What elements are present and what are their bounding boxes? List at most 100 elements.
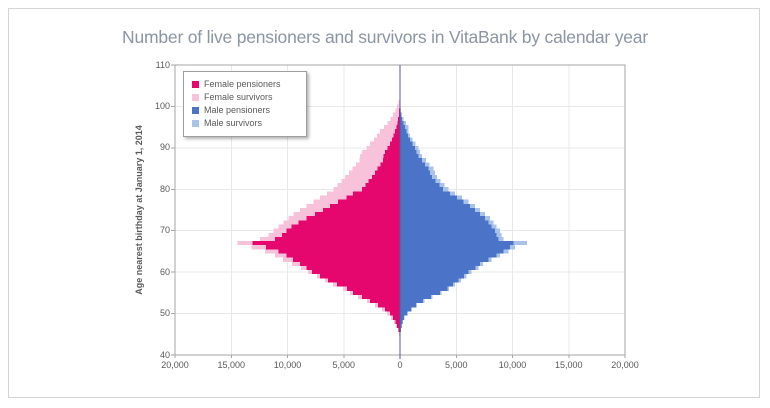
bar-male-survivors-age-52 bbox=[415, 303, 418, 308]
bar-male-pensioners-age-66 bbox=[400, 245, 511, 250]
bar-female-pensioners-age-77 bbox=[338, 199, 400, 204]
bar-male-survivors-age-79 bbox=[449, 191, 456, 196]
bar-female-survivors-age-67 bbox=[237, 241, 253, 246]
bar-male-pensioners-age-87 bbox=[400, 158, 422, 163]
bar-male-pensioners-age-69 bbox=[400, 232, 497, 237]
bar-male-survivors-age-76 bbox=[469, 203, 476, 208]
bar-male-survivors-age-88 bbox=[418, 154, 423, 159]
bar-male-pensioners-age-56 bbox=[400, 286, 448, 291]
y-tick-label: 40 bbox=[159, 349, 170, 360]
legend-label: Female survivors bbox=[204, 92, 273, 102]
bar-male-pensioners-age-63 bbox=[400, 257, 489, 262]
bar-female-pensioners-age-54 bbox=[361, 294, 400, 300]
bar-female-survivors-age-63 bbox=[283, 257, 294, 262]
bar-female-survivors-age-94 bbox=[379, 129, 396, 134]
bar-male-survivors-age-98 bbox=[401, 112, 402, 117]
bar-male-pensioners-age-61 bbox=[400, 265, 476, 271]
bar-male-pensioners-age-75 bbox=[400, 207, 476, 213]
bar-female-pensioners-age-70 bbox=[286, 228, 400, 233]
bar-female-pensioners-age-79 bbox=[353, 191, 400, 196]
bar-female-pensioners-age-55 bbox=[352, 290, 400, 295]
bar-male-pensioners-age-74 bbox=[400, 212, 480, 217]
bar-male-pensioners-age-60 bbox=[400, 270, 469, 275]
bar-male-survivors-age-55 bbox=[440, 290, 442, 295]
bar-male-survivors-age-84 bbox=[430, 170, 435, 175]
bar-female-survivors-age-53 bbox=[367, 299, 370, 304]
bar-female-pensioners-age-64 bbox=[286, 253, 400, 258]
bar-female-pensioners-age-73 bbox=[306, 216, 400, 221]
bar-male-survivors-age-63 bbox=[488, 257, 492, 262]
bar-male-pensioners-age-93 bbox=[400, 133, 408, 138]
bar-female-survivors-age-87 bbox=[359, 158, 383, 163]
bar-female-pensioners-age-92 bbox=[391, 137, 400, 142]
bar-female-survivors-age-77 bbox=[313, 199, 339, 204]
bar-female-survivors-age-83 bbox=[345, 174, 372, 179]
bar-female-pensioners-age-91 bbox=[389, 141, 400, 146]
bar-female-pensioners-age-58 bbox=[328, 278, 400, 283]
y-tick-label: 60 bbox=[159, 266, 170, 277]
bar-male-pensioners-age-85 bbox=[400, 166, 429, 171]
bar-male-pensioners-age-95 bbox=[400, 125, 405, 130]
bar-female-survivors-age-101 bbox=[398, 100, 400, 105]
bar-male-pensioners-age-52 bbox=[400, 303, 416, 308]
bar-male-survivors-age-94 bbox=[406, 129, 409, 134]
bar-female-survivors-age-47 bbox=[396, 323, 398, 329]
bar-female-pensioners-age-67 bbox=[252, 241, 400, 246]
bar-female-pensioners-age-66 bbox=[266, 245, 400, 250]
bar-female-survivors-age-70 bbox=[273, 228, 287, 233]
bar-male-survivors-age-86 bbox=[424, 162, 430, 167]
legend-swatch-male-pensioners bbox=[192, 106, 199, 114]
bar-male-pensioners-age-53 bbox=[400, 299, 423, 304]
bar-male-survivors-age-66 bbox=[510, 245, 515, 250]
bar-female-survivors-age-88 bbox=[360, 154, 384, 159]
bar-female-survivors-age-64 bbox=[275, 253, 287, 258]
bar-female-survivors-age-96 bbox=[387, 120, 398, 126]
x-tick-label: 15,000 bbox=[217, 360, 246, 370]
x-tick-label: 10,000 bbox=[498, 360, 527, 370]
chart-title: Number of live pensioners and survivors … bbox=[122, 27, 648, 47]
x-tick-label: 15,000 bbox=[554, 360, 583, 370]
bar-male-pensioners-age-82 bbox=[400, 178, 436, 184]
legend-label: Male pensioners bbox=[204, 105, 271, 115]
y-tick-label: 110 bbox=[155, 59, 170, 70]
bar-female-survivors-age-74 bbox=[293, 212, 315, 217]
bar-female-pensioners-age-69 bbox=[281, 232, 400, 237]
bar-male-survivors-age-71 bbox=[491, 224, 497, 229]
bar-female-survivors-age-48 bbox=[394, 319, 396, 324]
bar-male-pensioners-age-57 bbox=[400, 282, 453, 287]
bar-female-pensioners-age-94 bbox=[395, 129, 400, 134]
bar-female-pensioners-age-83 bbox=[371, 174, 400, 179]
bar-male-survivors-age-57 bbox=[452, 282, 456, 287]
bar-male-survivors-age-95 bbox=[404, 125, 409, 130]
bar-male-pensioners-age-59 bbox=[400, 274, 465, 279]
bar-male-pensioners-age-51 bbox=[400, 307, 412, 312]
bar-female-survivors-age-60 bbox=[307, 270, 313, 275]
legend-swatch-female-survivors bbox=[192, 93, 199, 101]
bar-male-pensioners-age-50 bbox=[400, 311, 407, 316]
bar-male-survivors-age-80 bbox=[443, 187, 449, 192]
bar-female-pensioners-age-97 bbox=[398, 116, 400, 121]
bar-male-survivors-age-85 bbox=[428, 166, 434, 171]
legend: Female pensioners Female survivors Male pe… bbox=[183, 71, 307, 137]
bar-female-pensioners-age-96 bbox=[397, 120, 400, 126]
legend-label: Female pensioners bbox=[204, 79, 281, 89]
bar-male-survivors-age-73 bbox=[485, 216, 490, 221]
bar-male-survivors-age-69 bbox=[496, 232, 502, 237]
bar-male-survivors-age-58 bbox=[458, 278, 461, 283]
bar-male-pensioners-age-91 bbox=[400, 141, 413, 146]
bar-male-pensioners-age-70 bbox=[400, 228, 495, 233]
bar-female-survivors-age-62 bbox=[292, 261, 300, 266]
bar-female-pensioners-age-62 bbox=[299, 261, 400, 266]
bar-male-pensioners-age-79 bbox=[400, 191, 450, 196]
bar-male-survivors-age-77 bbox=[463, 199, 469, 204]
bar-female-survivors-age-93 bbox=[376, 133, 394, 138]
bar-female-survivors-age-91 bbox=[370, 141, 390, 146]
bar-male-survivors-age-91 bbox=[412, 141, 416, 146]
bar-male-pensioners-age-71 bbox=[400, 224, 492, 229]
bar-female-survivors-age-59 bbox=[316, 274, 321, 279]
bar-female-pensioners-age-84 bbox=[374, 170, 400, 175]
bar-female-survivors-age-66 bbox=[251, 245, 267, 250]
bar-male-survivors-age-54 bbox=[431, 294, 433, 300]
legend-label: Male survivors bbox=[204, 118, 263, 128]
bar-male-pensioners-age-47 bbox=[400, 323, 402, 329]
